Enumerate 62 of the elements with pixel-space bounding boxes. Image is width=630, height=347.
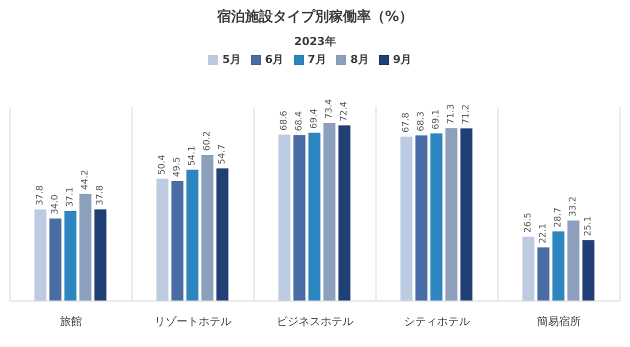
bar: [552, 231, 564, 301]
x-tick-label: ビジネスホテル: [276, 314, 354, 328]
x-tick-label: シティホテル: [404, 314, 470, 328]
data-label: 37.1: [65, 186, 76, 208]
bar: [308, 132, 320, 301]
bar: [460, 128, 472, 301]
bar: [430, 133, 442, 301]
data-label: 26.5: [523, 212, 534, 233]
data-label: 69.1: [431, 109, 442, 130]
bar: [186, 170, 198, 301]
data-label: 67.8: [401, 112, 412, 133]
data-label: 68.3: [416, 111, 426, 132]
data-label: 71.2: [461, 104, 472, 124]
bar: [522, 236, 534, 301]
data-label: 68.6: [279, 110, 290, 131]
legend-label: 5月: [222, 53, 242, 66]
x-tick-label: 旅館: [60, 314, 82, 328]
data-label: 50.4: [157, 154, 168, 175]
bar: [64, 211, 76, 301]
x-tick-label: リゾートホテル: [154, 314, 232, 328]
data-label: 37.8: [35, 185, 46, 206]
bar: [201, 155, 214, 301]
data-label: 54.1: [187, 146, 198, 166]
bar: [415, 135, 428, 301]
legend-label: 6月: [265, 53, 284, 66]
bar: [79, 194, 92, 301]
bar: [34, 209, 46, 301]
bar: [156, 178, 168, 301]
bar: [537, 247, 550, 301]
bar: [293, 135, 306, 301]
chart-subtitle: 2023年: [293, 34, 337, 49]
bar: [445, 128, 458, 301]
bar: [49, 218, 62, 301]
data-label: 54.7: [217, 144, 228, 164]
data-label: 34.0: [50, 194, 60, 215]
bar: [567, 220, 580, 301]
legend-label: 9月: [392, 53, 412, 66]
bar: [216, 168, 228, 301]
data-label: 44.2: [80, 170, 90, 190]
data-label: 73.4: [324, 98, 334, 120]
data-label: 49.5: [172, 156, 182, 177]
chart-title: 宿泊施設タイプ別稼働率（%）: [216, 8, 414, 26]
data-label: 25.1: [583, 216, 594, 236]
x-tick-label: 簡易宿所: [537, 314, 581, 328]
bar: [278, 134, 290, 301]
bar: [171, 180, 184, 301]
bar: [582, 240, 594, 301]
bar: [400, 136, 412, 301]
data-label: 33.2: [568, 196, 578, 216]
data-label: 60.2: [202, 130, 212, 152]
data-label: 22.1: [538, 223, 548, 244]
bar: [338, 125, 350, 301]
bar: [323, 123, 336, 301]
data-label: 71.3: [446, 104, 456, 124]
legend-label: 8月: [350, 53, 369, 66]
data-label: 68.4: [294, 110, 304, 132]
data-label: 28.7: [553, 207, 564, 228]
bar: [94, 209, 106, 301]
data-label: 37.8: [95, 185, 106, 206]
data-label: 69.4: [309, 108, 320, 129]
data-label: 72.4: [339, 101, 350, 122]
legend-label: 7月: [308, 53, 326, 66]
